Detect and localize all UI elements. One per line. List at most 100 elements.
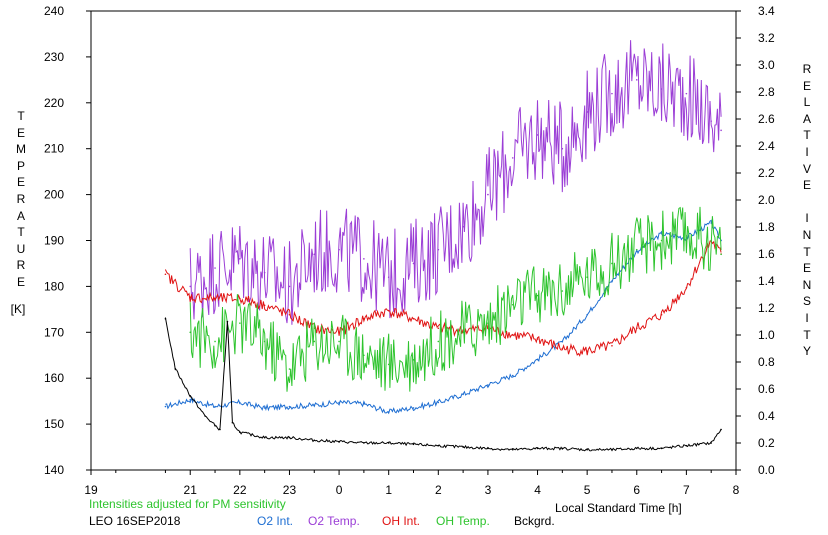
- x-tick-label: 19: [84, 483, 98, 497]
- series-point: [511, 334, 514, 336]
- axis-label-char: [799, 194, 815, 211]
- y-left-tick-label: 180: [44, 279, 64, 293]
- series-point: [437, 327, 440, 330]
- axis-label-char: U: [16, 241, 26, 256]
- series-point: [720, 428, 722, 431]
- series-point: [586, 350, 588, 353]
- y-right-tick-label: 2.2: [758, 166, 775, 180]
- series-point: [239, 297, 241, 300]
- series-point: [239, 431, 241, 434]
- series-point: [561, 447, 564, 450]
- series-point: [363, 258, 365, 260]
- y-right-tick-label: 0.6: [758, 382, 775, 396]
- series-point: [412, 318, 415, 320]
- axis-label-char: V: [802, 161, 811, 176]
- axis-label-char: Y: [802, 344, 811, 359]
- x-tick-label: 4: [534, 483, 541, 497]
- series-point: [387, 411, 390, 413]
- x-tick-label: 3: [485, 483, 492, 497]
- series-point: [164, 405, 167, 408]
- x-tick-label: 6: [633, 483, 640, 497]
- series-point: [204, 415, 206, 417]
- series-point: [710, 442, 712, 444]
- series-point: [462, 446, 464, 448]
- series-point: [363, 442, 365, 444]
- axis-label-char: T: [803, 128, 811, 143]
- series-point: [214, 267, 216, 269]
- y-left-tick-label: 200: [44, 188, 64, 202]
- series-point: [561, 340, 564, 343]
- series-point: [635, 250, 638, 253]
- axis-label-char: A: [802, 111, 811, 126]
- series-layer: [164, 40, 722, 452]
- y-right-tick-label: 1.8: [758, 220, 775, 234]
- series-point: [387, 309, 390, 312]
- series-point: [263, 304, 266, 307]
- series-point: [611, 280, 613, 282]
- series-point: [611, 262, 613, 265]
- axis-label-char: E: [802, 261, 811, 276]
- axis-label-char: T: [803, 244, 811, 259]
- series-point: [214, 405, 216, 408]
- series-point: [263, 271, 266, 274]
- series-point: [412, 359, 415, 361]
- series-point: [511, 157, 514, 159]
- series-point: [635, 79, 638, 81]
- series-point: [487, 384, 489, 386]
- y-left-tick-label: 220: [44, 96, 64, 110]
- series-point: [437, 401, 440, 404]
- series-point: [720, 129, 722, 132]
- y-left-tick-label: 150: [44, 417, 64, 431]
- x-tick-label: 2: [435, 483, 442, 497]
- series-point: [338, 248, 340, 251]
- y-right-tick-label: 2.8: [758, 85, 775, 99]
- axis-label-char: N: [802, 277, 812, 292]
- series-point: [412, 262, 415, 265]
- series-point: [313, 253, 316, 256]
- series-point: [338, 340, 340, 343]
- series-point: [487, 447, 489, 450]
- y-right-tick-label: 0.0: [758, 463, 775, 477]
- y-right-tick-label: 0.2: [758, 436, 775, 450]
- axis-label-char: M: [16, 142, 26, 157]
- series-point: [363, 403, 365, 405]
- y-left-tick-label: 230: [44, 50, 64, 64]
- x-tick-label: 0: [336, 483, 343, 497]
- note-text: Intensities adjusted for PM sensitivity: [89, 497, 286, 511]
- series-point: [189, 296, 192, 299]
- axis-label-char: E: [802, 178, 811, 193]
- y-right-tick-label: 3.2: [758, 31, 775, 45]
- series-point: [561, 290, 564, 292]
- axis-label-char: A: [16, 208, 25, 223]
- series-point: [536, 358, 539, 361]
- series-point: [226, 320, 229, 323]
- series-point: [164, 318, 167, 320]
- series-point: [174, 367, 177, 370]
- series-point: [511, 448, 514, 451]
- y-left-unit: [K]: [10, 302, 26, 316]
- x-axis-label: Local Standard Time [h]: [555, 501, 682, 515]
- y-right-tick-label: 1.6: [758, 247, 775, 261]
- series-point: [239, 322, 241, 324]
- legend-item: O2 Temp.: [308, 514, 360, 528]
- series-point: [635, 447, 638, 450]
- series-point: [263, 340, 266, 343]
- axis-label-char: R: [16, 258, 26, 273]
- series-point: [338, 331, 340, 334]
- y-right-tick-label: 2.0: [758, 193, 775, 207]
- series-point: [363, 354, 365, 357]
- series-point: [487, 322, 489, 324]
- series-point: [288, 436, 291, 439]
- y-right-tick-label: 1.2: [758, 301, 775, 315]
- series-point: [313, 340, 316, 343]
- axis-label-char: E: [802, 78, 811, 93]
- axis-label-char: L: [803, 95, 811, 110]
- axis-label-char: N: [802, 227, 812, 242]
- y-right-tick-label: 2.6: [758, 112, 775, 126]
- series-point: [313, 439, 316, 442]
- series-point: [536, 447, 539, 450]
- series-point: [338, 440, 340, 443]
- series-point: [685, 444, 688, 447]
- series-point: [363, 318, 365, 320]
- series-point: [214, 297, 216, 300]
